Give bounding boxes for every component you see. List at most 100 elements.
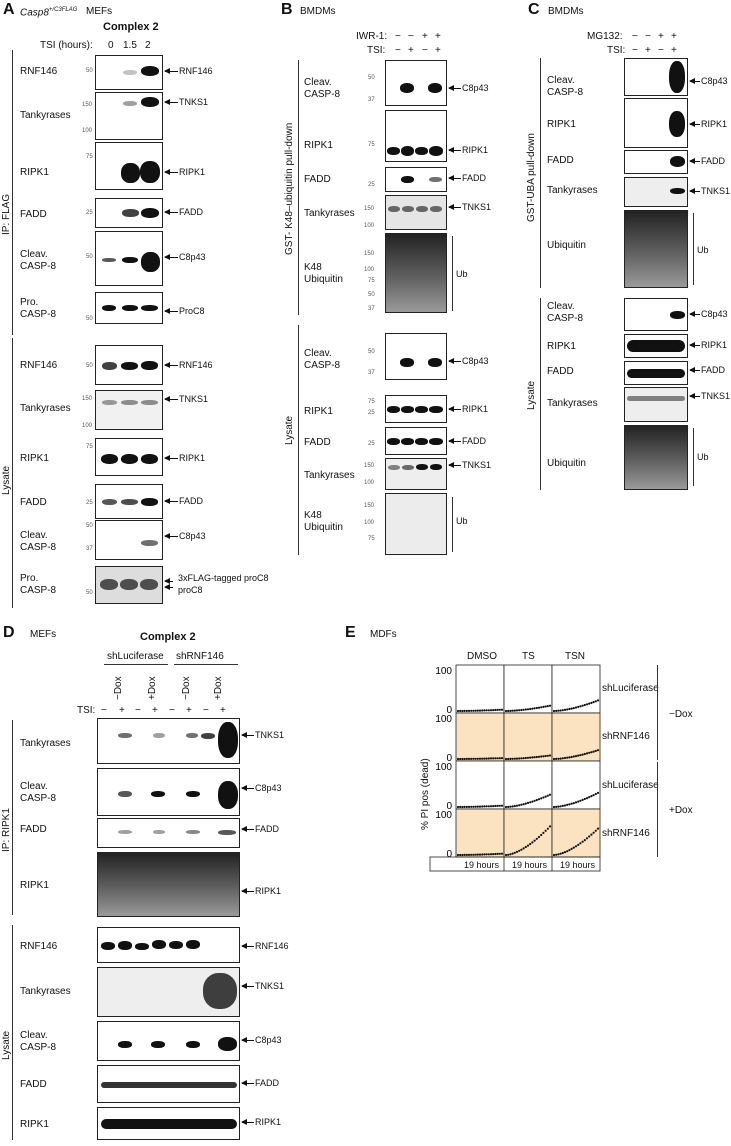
- data-point: [459, 853, 462, 857]
- data-point: [594, 792, 597, 796]
- row-label: FADD: [20, 209, 47, 220]
- data-point: [470, 757, 473, 761]
- data-point: [570, 847, 573, 851]
- data-point: [472, 805, 475, 808]
- blot-c-fadd-lys: [624, 361, 688, 385]
- data-point: [522, 708, 525, 711]
- band-label: TNKS1: [701, 186, 731, 196]
- data-point: [500, 804, 504, 807]
- blot-d-fadd-ip: [97, 818, 240, 848]
- data-point: [524, 708, 527, 711]
- data-point: [535, 706, 538, 710]
- blot-b-tnks-pd: [385, 195, 447, 230]
- mw-marker: 50: [368, 75, 375, 81]
- row-label: Tankyrases: [20, 738, 71, 749]
- data-point: [470, 709, 473, 712]
- y-tick-label: 100: [435, 666, 452, 677]
- data-point: [476, 805, 479, 808]
- row-label: RNF146: [20, 66, 58, 77]
- data-point: [524, 756, 527, 760]
- data-point: [459, 805, 462, 809]
- data-point: [555, 805, 558, 809]
- cond-sign: −: [408, 31, 414, 42]
- data-point: [513, 851, 516, 854]
- data-point: [529, 801, 532, 804]
- mw-marker: 75: [368, 536, 375, 542]
- data-point: [467, 853, 471, 857]
- x-axis-label: 19 hours: [560, 860, 596, 870]
- data-point: [559, 757, 562, 760]
- ip-ripk1-label: IP: RIPK1: [1, 808, 12, 852]
- data-point: [568, 849, 571, 852]
- data-point: [481, 853, 484, 856]
- data-point: [555, 853, 558, 856]
- band-label: RIPK1: [179, 453, 206, 463]
- band-label: C8p43: [701, 309, 728, 319]
- data-point: [579, 754, 582, 757]
- data-point: [498, 804, 501, 807]
- band-label: RNF146: [255, 941, 289, 951]
- band-label: proC8: [178, 585, 203, 595]
- row-label: RNF146: [20, 360, 58, 371]
- blot-a-tnks-ip: [95, 92, 163, 140]
- data-point: [507, 709, 510, 713]
- band-label: C8p43: [462, 83, 489, 93]
- mw-marker: 100: [364, 480, 375, 486]
- blot-c-ripk1-lys: [624, 334, 688, 358]
- mw-marker: 50: [86, 363, 93, 369]
- row-label: FADD: [20, 497, 47, 508]
- data-point: [548, 704, 552, 707]
- data-point: [494, 804, 497, 808]
- data-point: [535, 837, 538, 840]
- panel-letter-a: A: [3, 1, 15, 18]
- cell-type-c: BMDMs: [548, 6, 584, 17]
- data-point: [583, 839, 586, 842]
- data-point: [537, 755, 541, 758]
- data-point: [522, 757, 525, 760]
- dox-label: −Dox: [181, 676, 192, 700]
- data-point: [592, 794, 595, 797]
- mw-marker: 25: [368, 410, 375, 416]
- data-point: [577, 754, 580, 757]
- row-label: Tankyrases: [20, 110, 71, 121]
- data-point: [492, 709, 495, 712]
- data-point: [570, 707, 573, 710]
- data-point: [456, 709, 460, 713]
- data-point: [504, 853, 508, 857]
- plot-cell: [503, 808, 553, 858]
- data-point: [561, 709, 564, 712]
- data-point: [590, 751, 593, 754]
- group-label: shRNF146: [176, 651, 224, 662]
- row-label: Tankyrases: [304, 208, 355, 219]
- data-point: [592, 701, 595, 704]
- blot-d-cleav-ip: [97, 768, 240, 816]
- complex2-title-d: Complex 2: [140, 631, 196, 643]
- row-label: RIPK1: [304, 406, 333, 417]
- data-point: [520, 848, 523, 851]
- data-point: [520, 757, 523, 760]
- row-label: Cleav. CASP-8: [20, 530, 57, 553]
- blot-d-cleav-lys: [97, 1021, 240, 1061]
- row-label: FADD: [304, 437, 331, 448]
- mw-marker: 100: [82, 423, 93, 429]
- mw-marker: 100: [364, 520, 375, 526]
- data-point: [572, 846, 575, 849]
- data-point: [487, 805, 490, 808]
- band-label: C8p43: [701, 76, 728, 86]
- band-label: RNF146: [179, 66, 213, 76]
- data-point: [590, 701, 593, 705]
- row-label: K48 Ubiquitin: [304, 262, 343, 285]
- data-point: [546, 794, 549, 797]
- data-point: [563, 756, 567, 760]
- data-point: [596, 791, 600, 795]
- plot-cell: [503, 664, 553, 714]
- data-point: [577, 843, 580, 847]
- data-point: [461, 709, 464, 713]
- mw-marker: 75: [368, 142, 375, 148]
- data-point: [481, 709, 484, 712]
- data-point: [483, 853, 486, 856]
- data-point: [483, 709, 486, 712]
- data-point: [461, 853, 464, 857]
- data-point: [467, 757, 471, 761]
- plot-cell: [503, 712, 553, 762]
